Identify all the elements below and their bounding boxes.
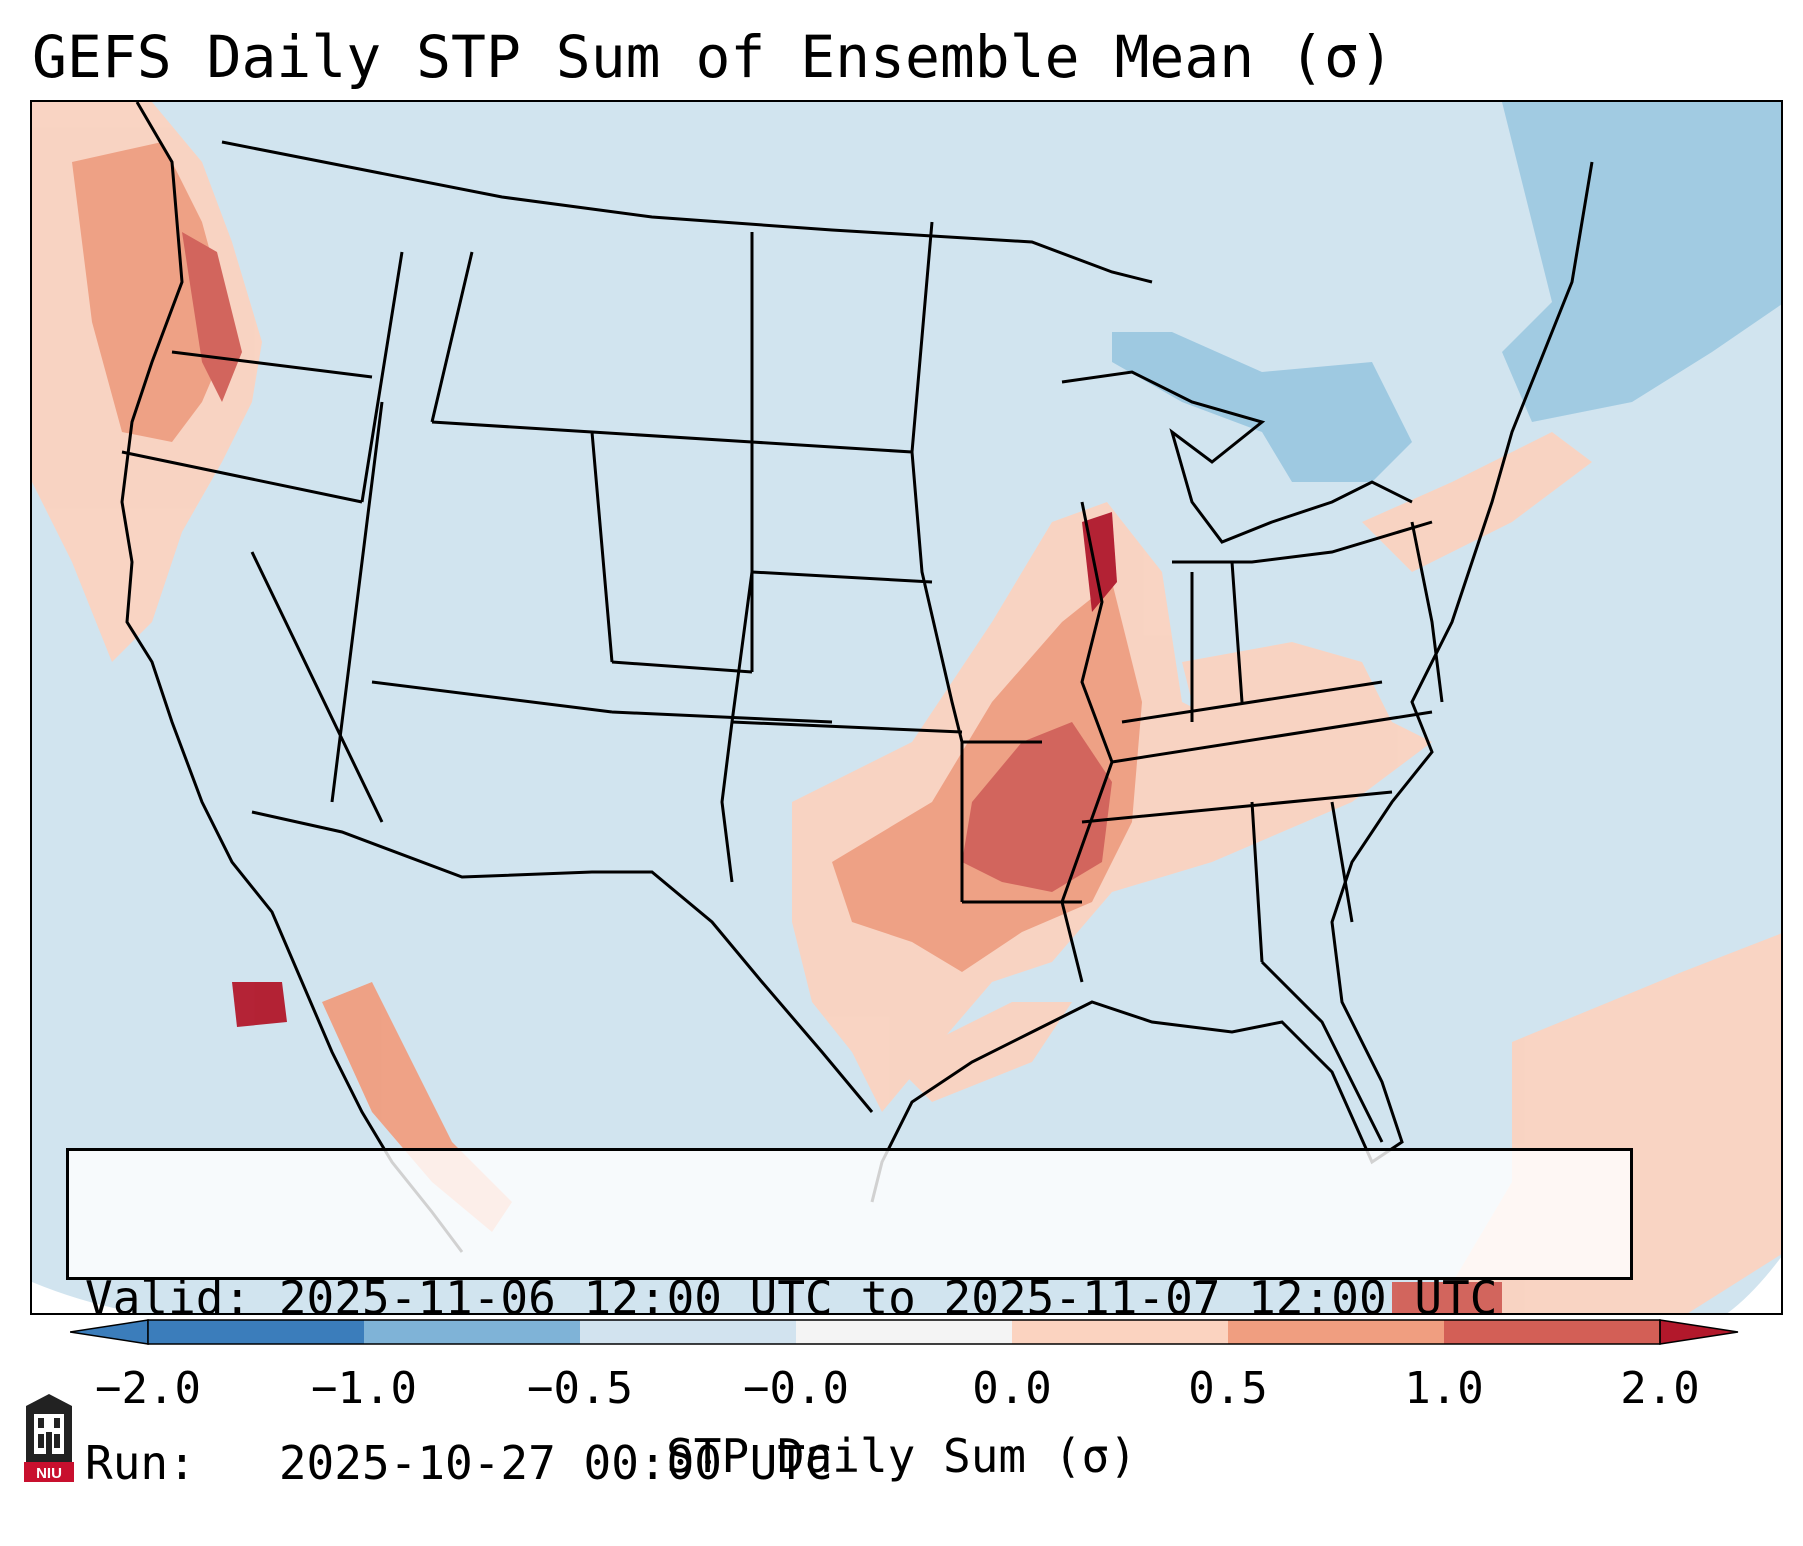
colorbar-tick-2: −1.0 bbox=[311, 1363, 417, 1414]
political-boundaries bbox=[120, 102, 1594, 1253]
colorbar-segment-3 bbox=[580, 1320, 796, 1344]
anomaly-quebec-blue bbox=[1502, 102, 1781, 422]
colorbar-tick-6: 0.5 bbox=[1188, 1363, 1268, 1414]
map-corner-left bbox=[32, 1282, 138, 1313]
colorbar-segment-2 bbox=[364, 1320, 580, 1344]
colorbar bbox=[70, 1319, 1739, 1345]
anomaly-northeast bbox=[1362, 432, 1592, 572]
colorbar-segment-5 bbox=[1012, 1320, 1228, 1344]
map-corner-right bbox=[1727, 1257, 1781, 1313]
colorbar-segment-4 bbox=[796, 1320, 1012, 1344]
colorbar-extend-high bbox=[1659, 1319, 1739, 1345]
anomaly-baja-peak bbox=[232, 982, 287, 1027]
colorbar-tick-7: 1.0 bbox=[1404, 1363, 1484, 1414]
colorbar-segment-7 bbox=[1444, 1320, 1660, 1344]
colorbar-tick-5: 0.0 bbox=[972, 1363, 1052, 1414]
anomaly-central-max bbox=[1082, 512, 1117, 612]
anomaly-great-lakes-blue bbox=[1112, 332, 1412, 482]
colorbar-segment-6 bbox=[1228, 1320, 1444, 1344]
anomaly-central-peak bbox=[962, 722, 1112, 892]
coastline-west bbox=[120, 102, 464, 1253]
anomaly-caribbean-peak bbox=[1392, 1282, 1502, 1313]
niu-logo-text: NIU bbox=[36, 1465, 62, 1482]
run-time-text: Run: 2025-10-27 00:00 UTC bbox=[85, 1436, 833, 1490]
valid-run-info-box: Valid: 2025-11-06 12:00 UTC to 2025-11-0… bbox=[66, 1148, 1633, 1490]
anomaly-gulf-coast bbox=[892, 1002, 1072, 1102]
great-lakes bbox=[1061, 370, 1413, 544]
niu-logo: NIU bbox=[24, 1394, 74, 1482]
colorbar-tick-4: −0.0 bbox=[743, 1363, 849, 1414]
us-mexico-border bbox=[251, 810, 874, 1113]
anomaly-ohio-valley bbox=[1182, 642, 1392, 782]
anomaly-pacific-nw-core bbox=[72, 142, 232, 442]
colorbar-label: STP Daily Sum (σ) bbox=[666, 1429, 1137, 1483]
canada-us-border bbox=[221, 140, 1153, 284]
colorbar-extend-low bbox=[70, 1319, 149, 1345]
colorbar-segment-1 bbox=[148, 1320, 364, 1344]
map-title: GEFS Daily STP Sum of Ensemble Mean (σ) bbox=[32, 23, 1394, 91]
state-lines-west bbox=[121, 251, 833, 823]
valid-time-text: Valid: 2025-11-06 12:00 UTC to 2025-11-0… bbox=[85, 1271, 1498, 1325]
colorbar-tick-3: −0.5 bbox=[527, 1363, 633, 1414]
map-panel bbox=[30, 100, 1783, 1315]
state-lines-east bbox=[1060, 501, 1444, 983]
colorbar-outline bbox=[147, 1319, 1661, 1345]
colorbar-tick-1: −2.0 bbox=[95, 1363, 201, 1414]
state-lines-central bbox=[720, 221, 1082, 904]
coastline-east bbox=[870, 161, 1594, 1203]
colorbar-tick-8: 2.0 bbox=[1620, 1363, 1700, 1414]
florida bbox=[1260, 960, 1384, 1143]
